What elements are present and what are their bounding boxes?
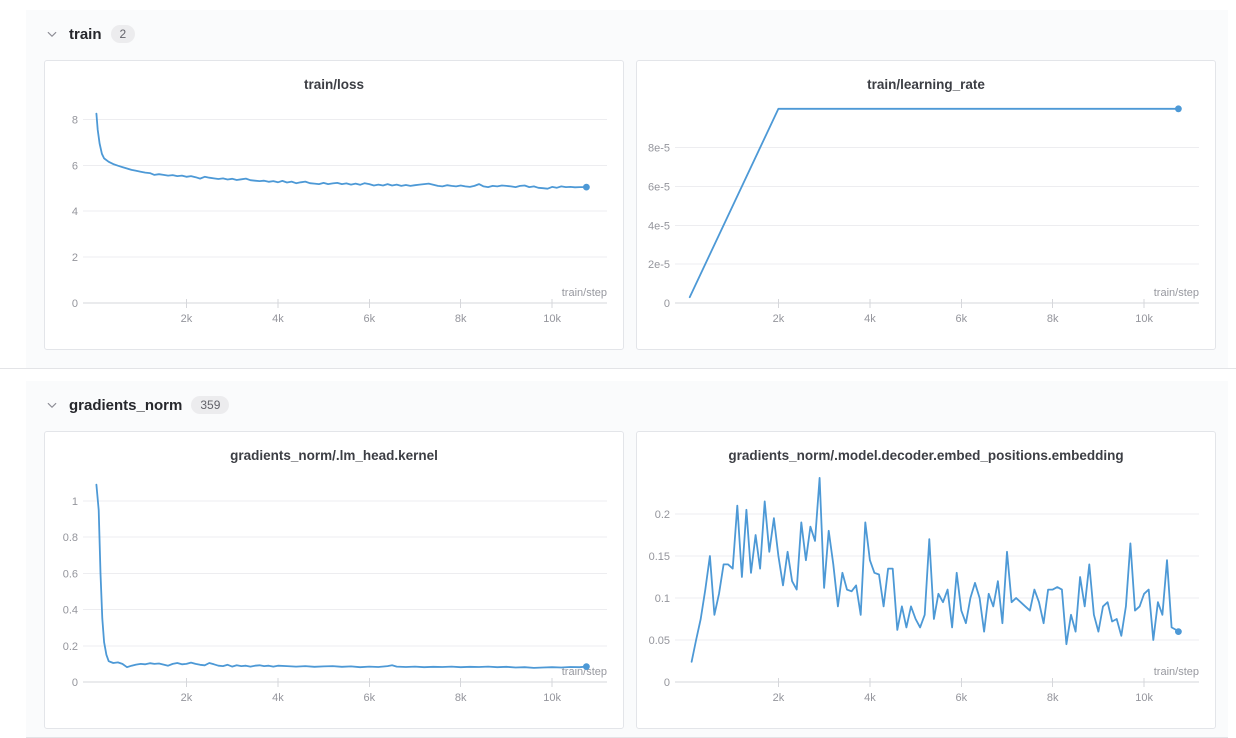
- line-chart[interactable]: 0 0.2 0.4 0.6 0.8 1 2k 4k 6k 8k 10k train/step: [45, 432, 623, 728]
- svg-text:train/step: train/step: [562, 666, 607, 678]
- chart-title: train/learning_rate: [867, 77, 985, 92]
- svg-text:10k: 10k: [1135, 692, 1153, 704]
- svg-text:0: 0: [664, 677, 670, 689]
- svg-text:6k: 6k: [363, 313, 375, 325]
- svg-text:4e-5: 4e-5: [648, 220, 670, 232]
- svg-text:4k: 4k: [864, 313, 876, 325]
- section-train-header: train 2: [44, 22, 1216, 46]
- svg-text:1: 1: [72, 496, 78, 508]
- svg-text:6: 6: [72, 160, 78, 172]
- svg-text:4: 4: [72, 206, 78, 218]
- section-gradients-norm: gradients_norm 359 gradients_norm/.lm_he…: [26, 381, 1228, 738]
- svg-text:8: 8: [72, 114, 78, 126]
- chart-title: train/loss: [303, 77, 365, 92]
- svg-text:6k: 6k: [363, 692, 375, 704]
- svg-text:8k: 8k: [455, 692, 467, 704]
- line-chart[interactable]: 0 2 4 6 8 2k 4k 6k 8k 10k train/step: [45, 61, 623, 349]
- svg-text:0.15: 0.15: [649, 551, 670, 563]
- svg-text:6e-5: 6e-5: [648, 182, 670, 194]
- svg-text:2: 2: [72, 252, 78, 264]
- svg-text:4k: 4k: [272, 313, 284, 325]
- chevron-down-icon[interactable]: [44, 397, 60, 413]
- line-chart[interactable]: 0 0.05 0.1 0.15 0.2 2k 4k 6k 8k 10k train/step: [637, 432, 1215, 728]
- svg-text:0.2: 0.2: [63, 641, 78, 653]
- svg-text:2k: 2k: [181, 692, 193, 704]
- top-spacer: [0, 0, 1236, 10]
- section-count-badge: 2: [110, 25, 136, 43]
- svg-text:2e-5: 2e-5: [648, 259, 670, 271]
- svg-text:train/step: train/step: [1154, 666, 1199, 678]
- svg-text:8k: 8k: [1047, 313, 1059, 325]
- svg-text:0.05: 0.05: [649, 635, 670, 647]
- section-title[interactable]: train: [69, 25, 102, 43]
- section-count-badge: 359: [191, 396, 230, 414]
- svg-text:10k: 10k: [1135, 313, 1153, 325]
- svg-text:0.2: 0.2: [655, 509, 670, 521]
- svg-text:0: 0: [72, 677, 78, 689]
- svg-text:0: 0: [664, 298, 670, 310]
- chart-title: gradients_norm/.model.decoder.embed_posi…: [728, 448, 1124, 463]
- svg-text:0: 0: [72, 298, 78, 310]
- svg-text:6k: 6k: [955, 692, 967, 704]
- chart-card-gradients-norm-embed-positions[interactable]: gradients_norm/.model.decoder.embed_posi…: [636, 431, 1216, 729]
- svg-text:8k: 8k: [455, 313, 467, 325]
- svg-text:2k: 2k: [773, 313, 785, 325]
- svg-text:10k: 10k: [543, 692, 561, 704]
- chart-card-train-loss[interactable]: train/loss 0 2 4 6 8 2k 4k 6k 8k 10k train/step: [44, 60, 624, 350]
- svg-text:6k: 6k: [955, 313, 967, 325]
- chart-title: gradients_norm/.lm_head.kernel: [230, 448, 438, 463]
- svg-text:8k: 8k: [1047, 692, 1059, 704]
- svg-text:10k: 10k: [543, 313, 561, 325]
- svg-text:4k: 4k: [272, 692, 284, 704]
- svg-text:train/step: train/step: [1154, 287, 1199, 299]
- section-train: train 2 train/loss 0 2 4 6 8 2k 4k 6k 8k 10k train…: [26, 10, 1228, 368]
- line-chart[interactable]: 0 2e-5 4e-5 6e-5 8e-5 2k 4k 6k 8k 10k train/step: [637, 61, 1215, 349]
- svg-text:2k: 2k: [181, 313, 193, 325]
- svg-text:4k: 4k: [864, 692, 876, 704]
- svg-text:0.6: 0.6: [63, 568, 78, 580]
- chevron-down-icon[interactable]: [44, 26, 60, 42]
- svg-text:8e-5: 8e-5: [648, 143, 670, 155]
- svg-text:0.8: 0.8: [63, 532, 78, 544]
- svg-text:2k: 2k: [773, 692, 785, 704]
- svg-text:train/step: train/step: [562, 287, 607, 299]
- section-divider: [0, 368, 1236, 381]
- chart-card-train-learning-rate[interactable]: train/learning_rate 0 2e-5 4e-5 6e-5 8e-5 2k 4…: [636, 60, 1216, 350]
- section-title[interactable]: gradients_norm: [69, 396, 183, 414]
- charts-row: gradients_norm/.lm_head.kernel 0 0.2 0.4 0.…: [44, 431, 1216, 729]
- svg-text:0.4: 0.4: [63, 605, 78, 617]
- chart-card-gradients-norm-lm-head-kernel[interactable]: gradients_norm/.lm_head.kernel 0 0.2 0.4 0.…: [44, 431, 624, 729]
- svg-text:0.1: 0.1: [655, 593, 670, 605]
- charts-row: train/loss 0 2 4 6 8 2k 4k 6k 8k 10k train/step tr…: [44, 60, 1216, 350]
- section-gradients-norm-header: gradients_norm 359: [44, 393, 1216, 417]
